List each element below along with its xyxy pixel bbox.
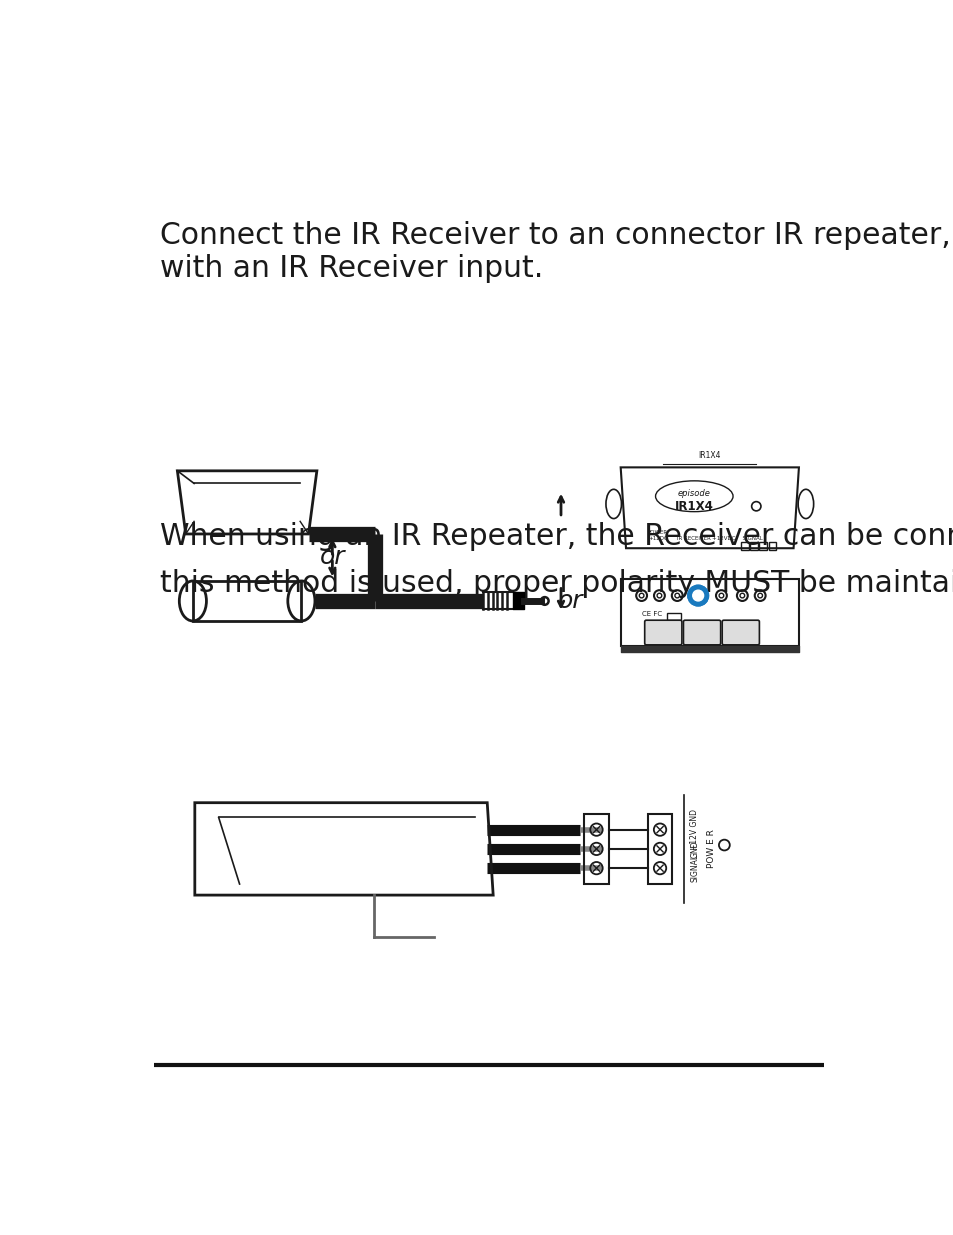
Bar — [749, 542, 757, 550]
Text: POW E R: POW E R — [707, 830, 716, 868]
Text: IR RECEIVER: IR RECEIVER — [677, 536, 711, 541]
FancyBboxPatch shape — [682, 620, 720, 645]
Text: SIGNAL: SIGNAL — [690, 855, 699, 882]
Bar — [620, 579, 798, 646]
Text: episode: episode — [678, 489, 710, 499]
Text: or: or — [558, 589, 583, 613]
Text: IR1X4: IR1X4 — [674, 500, 713, 513]
Bar — [759, 542, 766, 550]
Text: POWER
+12DC: POWER +12DC — [647, 530, 667, 541]
Bar — [740, 542, 748, 550]
FancyBboxPatch shape — [721, 620, 759, 645]
Text: GND: GND — [690, 840, 699, 857]
Bar — [768, 542, 776, 550]
Text: When using an IR Repeater, the Receiver can be connected to the: When using an IR Repeater, the Receiver … — [159, 521, 953, 551]
Bar — [647, 814, 672, 883]
Bar — [666, 613, 680, 620]
Text: +12V GND: +12V GND — [690, 809, 699, 850]
FancyBboxPatch shape — [644, 620, 681, 645]
Text: Connect the IR Receiver to an connector IR repeater, or any device: Connect the IR Receiver to an connector … — [159, 221, 953, 251]
Text: +12VDC    SIGNAL: +12VDC SIGNAL — [711, 536, 761, 541]
Circle shape — [688, 587, 707, 605]
Text: IR1X4: IR1X4 — [698, 451, 720, 459]
Text: or: or — [319, 546, 345, 569]
Circle shape — [692, 590, 703, 601]
Text: this method is used, proper polarity MUST be maintained in order: this method is used, proper polarity MUS… — [159, 569, 953, 599]
Text: with an IR Receiver input.: with an IR Receiver input. — [159, 253, 542, 283]
Bar — [583, 814, 608, 883]
Text: CE FC: CE FC — [641, 611, 661, 618]
